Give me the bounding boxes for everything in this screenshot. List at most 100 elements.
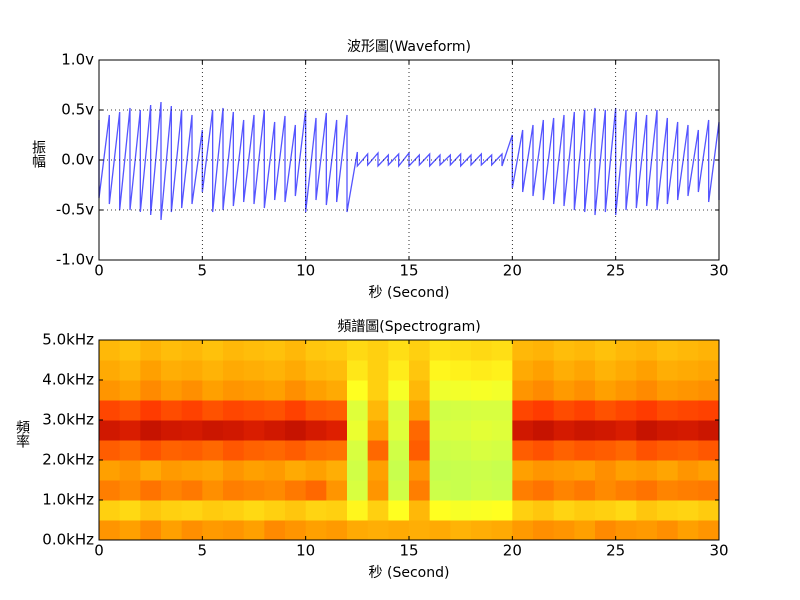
spectrogram-cell [574,420,596,441]
spectrogram-cell [553,440,575,461]
spectrogram-cell [326,380,348,401]
spectrogram-cell [285,360,307,381]
spectrogram-cell [677,460,699,481]
spectrogram-cell [367,520,389,541]
spectrogram-cell [409,520,431,541]
spectrogram-cell [595,440,617,461]
x-tick-label: 30 [709,262,728,280]
spectrogram-cell [119,500,141,521]
y-tick-label: -1.0v [56,251,94,269]
spectrogram-cell [636,360,658,381]
spectrogram-cell [471,380,493,401]
spectrogram-cell [243,340,265,361]
spectrogram-cell [595,400,617,421]
plot-frame [98,59,720,261]
spectrogram-cell [264,440,286,461]
spectrogram-cell [471,460,493,481]
spectrogram-cell [223,340,245,361]
spectrogram-cell [202,520,224,541]
spectrogram-cell [243,360,265,381]
spectrogram-cell [429,360,451,381]
spectrogram-cell [574,520,596,541]
spectrogram-cell [181,520,203,541]
spectrogram-cell [119,360,141,381]
spectrogram-cell [161,380,183,401]
spectrogram-cell [99,440,121,461]
y-tick-label: 1.0v [61,51,94,69]
spectrogram-cell [99,480,121,501]
spectrogram-cell [429,400,451,421]
spectrogram-cell [326,480,348,501]
spectrogram-cell [533,480,555,501]
spectrogram-cell [409,340,431,361]
spectrogram-cell [202,380,224,401]
spectrogram-cell [285,480,307,501]
spectrogram-cell [347,460,369,481]
y-tick-label: 4.0kHz [42,371,94,389]
spectrogram-cell [553,520,575,541]
spectrogram-cell [119,380,141,401]
spectrogram-cell [388,460,410,481]
spectrogram-cell [450,480,472,501]
x-tick-label: 25 [606,262,625,280]
spectrogram-cell [677,500,699,521]
plot-frame [98,339,720,541]
spectrogram-cell [119,340,141,361]
spectrogram-cell [119,400,141,421]
spectrogram-cell [243,520,265,541]
spectrogram-cell [161,420,183,441]
spectrogram-cell [223,400,245,421]
spectrogram-cell [181,380,203,401]
spectrogram-cell [698,400,720,421]
y-tick-label: 1.0kHz [42,491,94,509]
spectrogram-cell [161,480,183,501]
spectrogram-cell [657,480,679,501]
spectrogram-cell [657,440,679,461]
spectrogram-cell [533,440,555,461]
spectrogram-cell [615,520,637,541]
spectrogram-cell [533,460,555,481]
spectrogram-cell [181,500,203,521]
spectrogram-cell [140,400,162,421]
spectrogram-cell [429,440,451,461]
spectrogram-cell [305,440,327,461]
spectrogram-cell [471,480,493,501]
spectrogram-cell [512,340,534,361]
spectrogram-cell [367,460,389,481]
spectrogram-cell [367,360,389,381]
spectrogram-cell [574,400,596,421]
spectrogram-cell [491,500,513,521]
spectrogram-cell [264,460,286,481]
spectrogram-cell [553,360,575,381]
spectrogram-cell [491,440,513,461]
spectrogram-cell [99,340,121,361]
x-tick-label: 0 [94,262,104,280]
spectrogram-cell [119,420,141,441]
spectrogram-cell [285,380,307,401]
spectrogram-cell [202,340,224,361]
spectrogram-cell [264,500,286,521]
spectrogram-cell [285,520,307,541]
chart-title: 波形圖(Waveform) [347,39,471,55]
spectrogram-cell [677,400,699,421]
spectrogram-cell [595,360,617,381]
spectrogram-cell [202,500,224,521]
spectrogram-cell [595,520,617,541]
spectrogram-cell [264,480,286,501]
spectrogram-cell [615,480,637,501]
spectrogram-cell [140,340,162,361]
spectrogram-cell [264,360,286,381]
spectrogram-cell [388,520,410,541]
spectrogram-cell [285,500,307,521]
spectrogram-cell [305,340,327,361]
spectrogram-cell [553,420,575,441]
y-tick-label: 0.0kHz [42,531,94,549]
spectrogram-cell [450,460,472,481]
y-tick-label: 0.0v [61,151,94,169]
spectrogram-cell [533,380,555,401]
y-tick-label: 2.0kHz [42,451,94,469]
spectrogram-cell [450,380,472,401]
spectrogram-cell [326,360,348,381]
spectrogram-cell [409,420,431,441]
spectrogram-cell [657,500,679,521]
